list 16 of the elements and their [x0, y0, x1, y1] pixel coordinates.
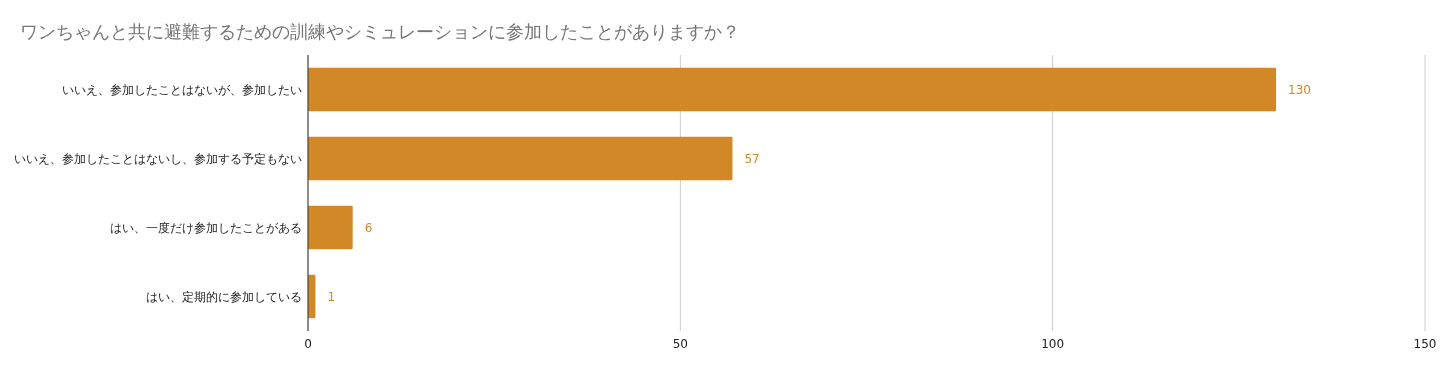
x-tick-label: 50: [672, 337, 688, 351]
x-tick-label: 100: [1041, 337, 1065, 351]
chart-title: ワンちゃんと共に避難するための訓練やシミュレーションに参加したことがありますか？: [20, 21, 740, 42]
bar: [308, 67, 1277, 112]
y-tick-label: いいえ、参加したことはないし、参加する予定もない: [14, 151, 302, 166]
data-label: 1: [327, 289, 336, 304]
x-tick-label: 0: [304, 337, 312, 351]
data-label: 57: [744, 151, 760, 166]
data-label: 130: [1288, 82, 1311, 97]
x-tick-label: 150: [1413, 337, 1437, 351]
y-tick-label: いいえ、参加したことはないが、参加したい: [62, 82, 302, 97]
y-tick-label: はい、定期的に参加している: [146, 289, 302, 304]
data-label: 6: [364, 220, 373, 235]
y-tick-label: はい、一度だけ参加したことがある: [110, 220, 302, 235]
bar: [308, 205, 353, 250]
bar: [308, 136, 733, 181]
